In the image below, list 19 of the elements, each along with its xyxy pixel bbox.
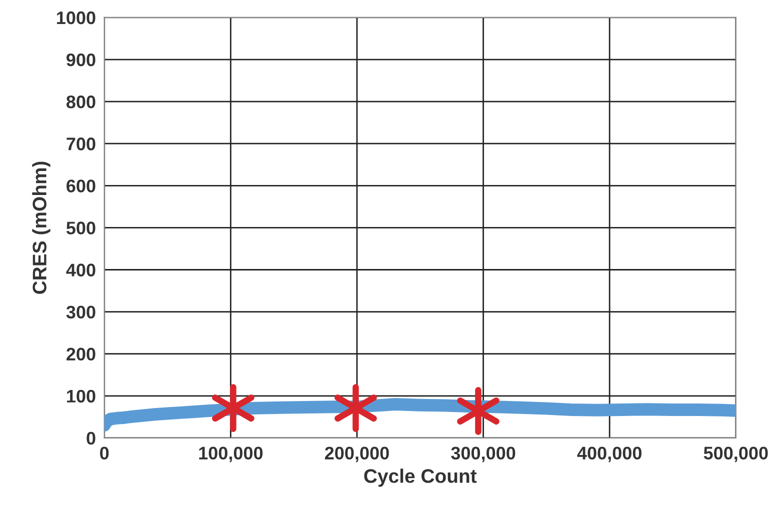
y-tick-label: 400 (66, 264, 96, 276)
y-tick-label: 0 (86, 432, 96, 445)
x-tick-label: 100,000 (199, 446, 263, 462)
x-tick-label: 300,000 (451, 446, 516, 462)
y-tick-label: 300 (66, 306, 96, 319)
x-tick-label: 500,000 (704, 446, 768, 462)
x-tick-label: 400,000 (577, 446, 642, 462)
y-tick-label: 900 (66, 53, 96, 66)
y-tick-label: 500 (66, 222, 96, 234)
y-tick-label: 1000 (56, 11, 96, 24)
x-tick-label: 0 (100, 446, 109, 460)
y-tick-label: 100 (67, 390, 96, 403)
y-tick-label: 600 (66, 180, 96, 192)
x-axis-title: Cycle Count (364, 468, 477, 487)
y-tick-label: 200 (66, 348, 96, 361)
y-axis-title: CRES (mOhm) (32, 162, 50, 294)
y-tick-label: 800 (66, 96, 96, 108)
x-tick-label: 200,000 (324, 446, 389, 462)
y-tick-label: 700 (66, 138, 96, 150)
